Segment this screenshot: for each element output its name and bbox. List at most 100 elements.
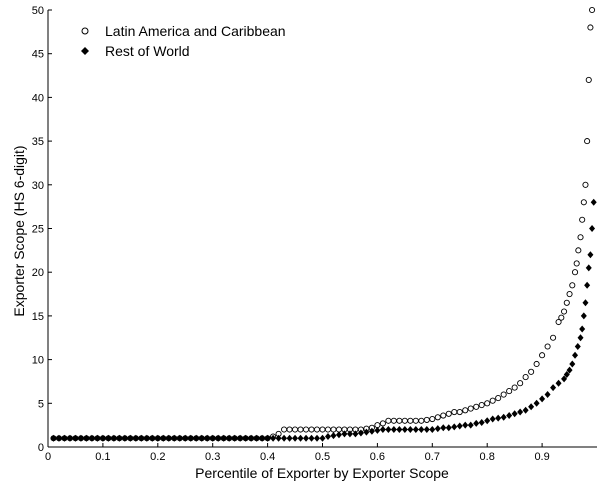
data-point [55,434,62,442]
data-point [418,417,425,424]
data-point [462,421,469,429]
data-point [587,251,594,259]
data-point [423,416,430,423]
legend: Latin America and Caribbean Rest of Worl… [81,23,286,59]
data-point [478,419,485,427]
data-point [412,426,419,434]
data-point [275,434,282,442]
data-point [368,427,375,435]
data-point [330,426,337,433]
data-point [569,282,576,289]
data-point [522,374,529,381]
data-point [539,395,546,403]
data-point [456,408,463,416]
data-point [220,434,227,442]
data-point [253,434,260,442]
data-point [585,76,592,83]
data-point [281,434,288,442]
data-point [303,434,310,442]
data-point [550,384,557,392]
data-point [127,434,134,442]
data-point [407,417,414,424]
data-point [522,406,529,414]
data-point [297,426,304,433]
data-point [440,424,447,432]
data-point [585,264,592,272]
x-tick-label: 0.2 [150,451,165,463]
data-point [390,417,397,424]
data-point [61,434,68,442]
data-point [584,138,591,145]
data-point [579,216,586,223]
data-point [533,399,540,407]
data-point [445,424,452,432]
data-point [66,434,73,442]
x-tick-label: 0.6 [370,451,385,463]
data-point [291,426,299,433]
data-point [324,433,331,441]
data-point [401,417,408,424]
data-point [539,352,546,359]
data-point [412,417,419,424]
data-point [550,334,557,341]
data-point [462,407,469,414]
data-point [434,414,441,421]
data-point [143,434,150,442]
data-point [313,426,321,433]
data-point [160,434,167,442]
data-point [584,281,591,289]
data-point [209,434,216,442]
data-point [580,312,587,320]
data-point [99,434,106,442]
data-point [204,434,211,442]
y-tick-label: 45 [32,49,44,61]
x-tick-label: 0.9 [534,451,549,463]
data-point [484,417,491,425]
x-tick-label: 0.1 [95,451,110,463]
data-point [571,269,579,276]
data-point [110,434,117,442]
data-point [187,434,194,442]
x-tick-label: 0.7 [425,451,440,463]
data-point [357,429,364,437]
data-point [121,434,128,442]
data-point [385,417,392,424]
data-point [418,426,425,434]
data-point [324,426,332,433]
data-point [335,431,342,439]
data-point [587,24,594,31]
data-point [577,234,584,241]
data-point [544,391,551,399]
data-point [429,415,436,423]
data-point [489,415,496,423]
data-point [555,379,562,387]
data-point [182,434,189,442]
data-point [558,314,565,321]
data-point [566,290,573,298]
data-point [473,419,480,427]
data-point [308,434,315,442]
data-point [575,247,582,254]
data-point [379,420,386,427]
data-point [423,426,430,434]
data-point [506,412,513,420]
data-point [319,426,326,433]
data-point [544,343,551,350]
y-tick-label: 40 [32,92,44,104]
data-point [500,413,507,421]
data-point [198,434,205,442]
data-point [517,380,524,387]
y-tick-label: 15 [32,311,44,323]
data-point [589,6,596,14]
x-tick-label: 0.8 [480,451,495,463]
data-point [72,434,79,442]
data-point [577,334,584,342]
data-point [506,388,513,395]
data-point [561,308,568,315]
data-point [511,410,518,418]
data-point [434,425,441,433]
data-point [270,434,277,442]
data-point [385,426,392,434]
data-point [77,434,84,442]
data-point [467,421,474,429]
